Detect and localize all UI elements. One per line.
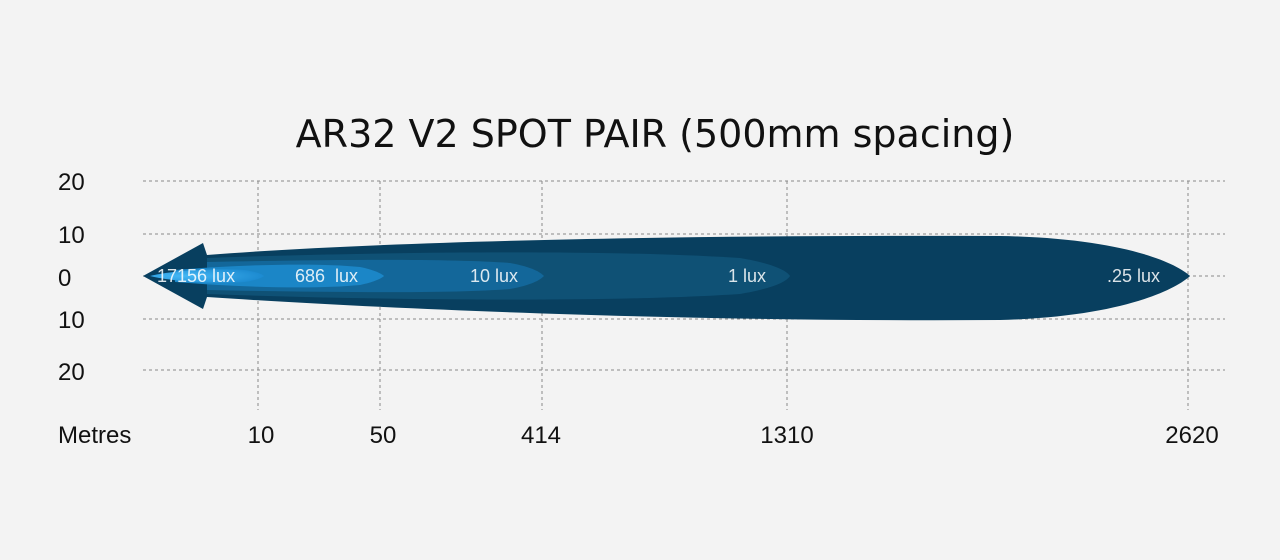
zone-17156-lux: [150, 269, 264, 283]
isolux-label-1: 1 lux: [728, 266, 766, 286]
x-tick-label: 10: [248, 422, 275, 449]
y-tick-label: 20: [58, 359, 85, 386]
x-tick-label: 1310: [760, 422, 813, 449]
chart-title: AR32 V2 SPOT PAIR (500mm spacing): [295, 112, 1015, 156]
isolux-labels: 17156 lux 686 lux 10 lux 1 lux .25 lux: [157, 266, 1160, 286]
y-tick-label: 10: [58, 307, 85, 334]
y-axis: 20 10 0 10 20: [58, 169, 85, 386]
x-axis-label: Metres: [58, 422, 131, 449]
beam-zones: [143, 235, 1190, 321]
x-tick-label: 50: [370, 422, 397, 449]
isolux-label-10: 10 lux: [470, 266, 518, 286]
x-tick-label: 2620: [1165, 422, 1218, 449]
y-tick-label: 20: [58, 169, 85, 196]
isolux-label-17156: 17156 lux: [157, 266, 235, 286]
y-tick-label: 10: [58, 222, 85, 249]
isolux-label-025: .25 lux: [1107, 266, 1160, 286]
x-axis: Metres 10 50 414 1310 2620: [58, 422, 1219, 449]
x-tick-label: 414: [521, 422, 561, 449]
y-tick-label: 0: [58, 265, 71, 292]
isolux-label-686: 686 lux: [295, 266, 358, 286]
